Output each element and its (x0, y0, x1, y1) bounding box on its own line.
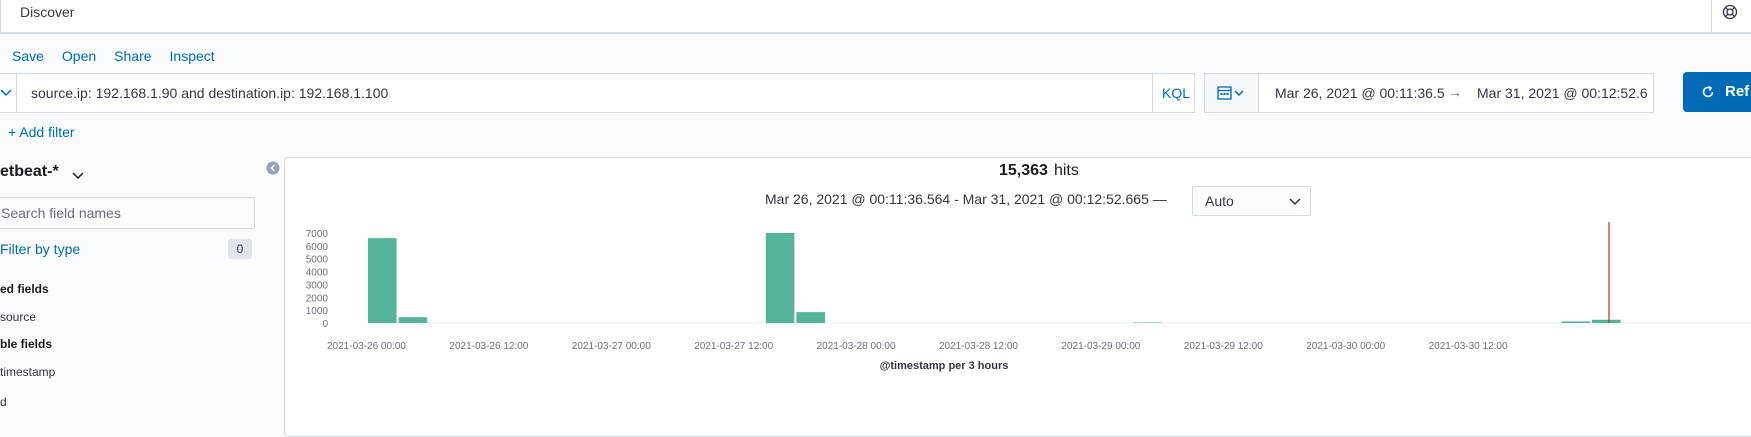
selected-fields-heading: ed fields (0, 282, 49, 296)
y-tick-label: 4000 (306, 268, 329, 279)
field-item[interactable]: source (0, 310, 37, 324)
interval-select[interactable]: Auto (1192, 186, 1311, 216)
refresh-icon (1702, 85, 1714, 98)
histogram-bar (1592, 319, 1621, 323)
filter-count-badge: 0 (228, 239, 252, 259)
refresh-button[interactable]: Ref (1683, 72, 1751, 112)
histogram-bar (368, 238, 397, 323)
hits-counter: 15,363 hits (999, 162, 1079, 180)
query-language-button[interactable]: KQL (1162, 85, 1191, 101)
add-filter-button[interactable]: + Add filter (8, 124, 75, 140)
x-tick-label: 2021-03-27 12:00 (694, 341, 773, 352)
filter-by-type-button[interactable]: Filter by type (0, 241, 81, 257)
page-title: Discover (20, 4, 75, 20)
index-pattern-selector[interactable]: etbeat-* (0, 163, 59, 180)
y-tick-label: 3000 (306, 280, 329, 291)
x-tick-label: 2021-03-29 12:00 (1184, 341, 1263, 352)
start-date[interactable]: Mar 26, 2021 @ 00:11:36.5 (1275, 85, 1445, 101)
top-menu: Save Open Share Inspect (12, 48, 215, 64)
y-tick-label: 0 (322, 319, 328, 330)
chevron-down-icon (1289, 198, 1301, 206)
refresh-label: Ref (1725, 83, 1750, 100)
divider (0, 0, 1, 32)
x-tick-label: 2021-03-30 00:00 (1306, 341, 1385, 352)
top-nav-bar: Discover (0, 0, 1751, 34)
query-input[interactable]: source.ip: 192.168.1.90 and destination.… (31, 85, 389, 101)
save-link[interactable]: Save (12, 48, 44, 64)
end-date[interactable]: Mar 31, 2021 @ 00:12:52.6 (1477, 85, 1648, 101)
field-item[interactable]: timestamp (0, 365, 56, 379)
hits-count: 15,363 (999, 162, 1048, 179)
chevron-down-icon[interactable] (72, 170, 84, 182)
histogram-bar (398, 317, 428, 323)
date-picker: Mar 26, 2021 @ 00:11:36.5 → Mar 31, 2021… (1204, 73, 1654, 113)
histogram-bar (765, 233, 795, 323)
help-icon[interactable] (1722, 4, 1738, 20)
interval-value: Auto (1205, 193, 1234, 209)
field-search-input[interactable]: Search field names (0, 197, 255, 229)
histogram-bar (1133, 322, 1162, 323)
x-tick-label: 2021-03-28 00:00 (817, 341, 896, 352)
collapse-sidebar-icon[interactable] (266, 161, 280, 175)
arrow-right-icon: → (1448, 84, 1462, 100)
share-link[interactable]: Share (114, 48, 152, 64)
x-tick-label: 2021-03-29 00:00 (1061, 341, 1140, 352)
quick-select-button[interactable] (1205, 74, 1259, 112)
x-tick-label: 2021-03-28 12:00 (939, 341, 1018, 352)
histogram-bar (796, 312, 825, 323)
y-tick-label: 2000 (306, 293, 329, 304)
y-tick-label: 7000 (306, 229, 329, 240)
field-sidebar: etbeat-* Search field names Filter by ty… (0, 157, 280, 427)
divider (1711, 0, 1712, 32)
inspect-link[interactable]: Inspect (169, 48, 215, 64)
open-link[interactable]: Open (61, 48, 97, 64)
available-fields-heading: ble fields (0, 337, 53, 351)
x-tick-label: 2021-03-27 00:00 (572, 341, 651, 352)
histogram-bar (1561, 321, 1590, 323)
y-tick-label: 1000 (306, 306, 329, 317)
divider (1152, 74, 1153, 112)
x-tick-label: 2021-03-30 12:00 (1429, 341, 1508, 352)
x-tick-label: 2021-03-26 12:00 (449, 341, 528, 352)
chevron-down-icon[interactable] (0, 86, 12, 98)
divider (16, 74, 17, 112)
hits-label: hits (1053, 162, 1079, 179)
calendar-icon (1217, 86, 1244, 100)
x-tick-label: 2021-03-26 00:00 (327, 341, 406, 352)
query-bar: source.ip: 192.168.1.90 and destination.… (0, 73, 1195, 113)
y-tick-label: 6000 (306, 242, 329, 253)
field-item[interactable]: d (0, 395, 7, 409)
x-axis-title: @timestamp per 3 hours (880, 360, 1009, 372)
y-tick-label: 5000 (306, 255, 329, 266)
time-range-text: Mar 26, 2021 @ 00:11:36.564 - Mar 31, 20… (765, 191, 1167, 207)
results-panel (284, 157, 1751, 437)
